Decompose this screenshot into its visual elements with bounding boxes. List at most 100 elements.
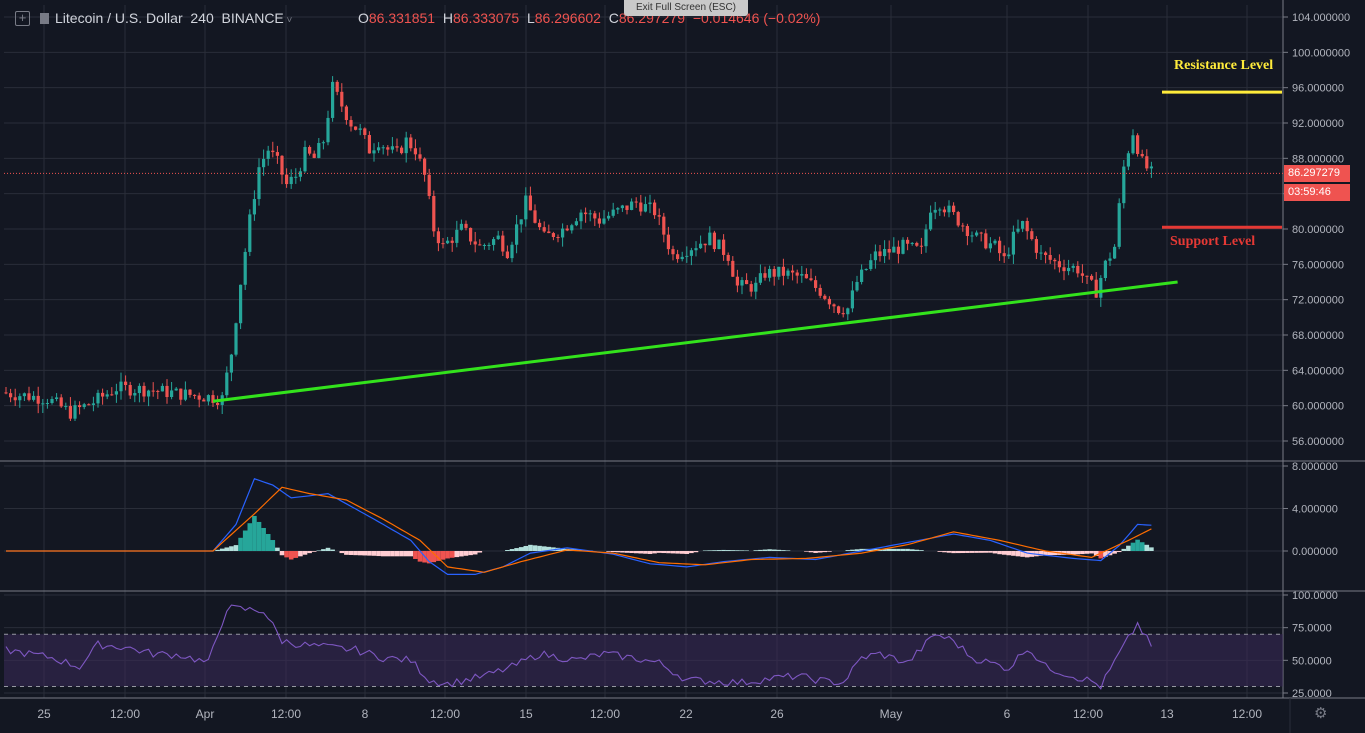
time-tick-label: 25 (37, 707, 51, 721)
candle-body (1057, 261, 1061, 268)
macd-histogram-bar (1052, 551, 1058, 556)
candle-body (1117, 203, 1121, 247)
candle-body (961, 225, 965, 227)
macd-histogram-bar (771, 549, 777, 551)
candle-body (818, 287, 822, 296)
macd-histogram-bar (219, 548, 225, 551)
candle-body (616, 208, 620, 210)
macd-histogram-bar (679, 551, 685, 554)
candle-body (432, 195, 436, 232)
candle-body (901, 239, 905, 254)
macd-histogram-bar (1084, 551, 1090, 554)
candle-body (942, 209, 946, 213)
candle-body (413, 148, 417, 155)
macd-histogram-bar (417, 551, 423, 562)
candle-body (78, 405, 82, 408)
low-label: L (526, 10, 535, 26)
candle-body (496, 235, 500, 240)
macd-histogram-bar (1130, 542, 1136, 551)
candle-body (179, 388, 183, 400)
candle-body (1034, 239, 1038, 253)
candle-body (188, 389, 192, 395)
time-tick-label: 15 (519, 707, 533, 721)
macd-histogram-bar (684, 551, 690, 554)
symbol-title[interactable]: Litecoin / U.S. Dollar 240 BINANCE ˅ (55, 10, 292, 26)
macd-histogram-bar (776, 549, 782, 551)
candle-body (648, 202, 652, 205)
macd-histogram-bar (242, 530, 248, 551)
macd-histogram-bar (725, 550, 731, 551)
candle-body (814, 280, 818, 288)
candle-body (1062, 267, 1066, 272)
price-tick-label: 80.000000 (1292, 224, 1344, 236)
time-tick-label: Apr (196, 707, 215, 721)
candle-body (390, 146, 394, 150)
high-value: 86.333075 (452, 10, 520, 26)
macd-histogram-bar (261, 527, 266, 551)
macd-histogram-bar (367, 551, 372, 556)
candle-body (9, 393, 13, 398)
macd-histogram-bar (311, 551, 317, 552)
macd-histogram-bar (744, 550, 749, 551)
candle-body (170, 390, 174, 398)
candle-body (791, 270, 795, 273)
candle-body (938, 209, 942, 211)
candle-body (124, 381, 128, 386)
symbol-name: Litecoin / U.S. Dollar (55, 10, 183, 26)
support-trendline (212, 280, 1178, 403)
candle-body (993, 240, 997, 244)
candle-body (735, 276, 739, 286)
exit-fullscreen-hint[interactable]: Exit Full Screen (ESC) (624, 0, 748, 16)
candle-body (312, 153, 316, 158)
time-tick-label: 12:00 (590, 707, 620, 721)
macd-histogram-bar (804, 551, 809, 552)
candle-body (142, 385, 146, 397)
candle-body (804, 274, 808, 279)
candle-body (768, 268, 772, 278)
macd-histogram-bar (882, 548, 887, 551)
time-tick-label: 26 (770, 707, 784, 721)
macd-histogram-bar (960, 551, 966, 554)
macd-pane (6, 478, 1154, 575)
candle-body (446, 240, 450, 244)
candle-body (551, 233, 555, 238)
candle-body (1053, 259, 1057, 262)
candle-body (197, 395, 201, 400)
candle-body (896, 246, 900, 254)
chevron-down-icon[interactable]: ˅ (283, 15, 293, 26)
candle-body (174, 388, 178, 391)
candle-body (133, 393, 137, 396)
candle-body (160, 385, 164, 392)
candle-body (579, 212, 583, 222)
candle-body (165, 385, 169, 398)
candle-body (979, 232, 983, 234)
candle-body (18, 396, 22, 401)
rsi-tick-label: 50.0000 (1292, 655, 1332, 667)
macd-histogram-bar (629, 551, 634, 554)
macd-histogram-bar (937, 551, 943, 552)
time-tick-label: 12:00 (1232, 707, 1262, 721)
macd-histogram-bar (376, 551, 381, 557)
candle-body (910, 242, 914, 244)
macd-histogram-bar (390, 551, 395, 557)
macd-histogram-bar (518, 547, 524, 551)
candle-body (436, 231, 440, 244)
plus-icon[interactable]: + (15, 11, 30, 26)
time-tick-label: 12:00 (271, 707, 301, 721)
candle-body (906, 239, 910, 244)
macd-histogram-bar (1080, 551, 1085, 555)
macd-histogram-bar (817, 551, 823, 553)
gear-icon[interactable]: ⚙ (1314, 705, 1328, 722)
rsi-pane (4, 604, 1283, 690)
candle-body (372, 150, 376, 154)
candle-body (1140, 153, 1144, 157)
macd-histogram-bar (965, 551, 970, 553)
macd-histogram-bar (905, 548, 910, 551)
macd-histogram-bar (505, 550, 510, 551)
candle-body (482, 244, 486, 246)
candle-body (643, 204, 647, 212)
rsi-tick-label: 100.0000 (1292, 590, 1338, 602)
macd-histogram-bar (712, 550, 717, 551)
macd-histogram-bar (670, 551, 676, 554)
